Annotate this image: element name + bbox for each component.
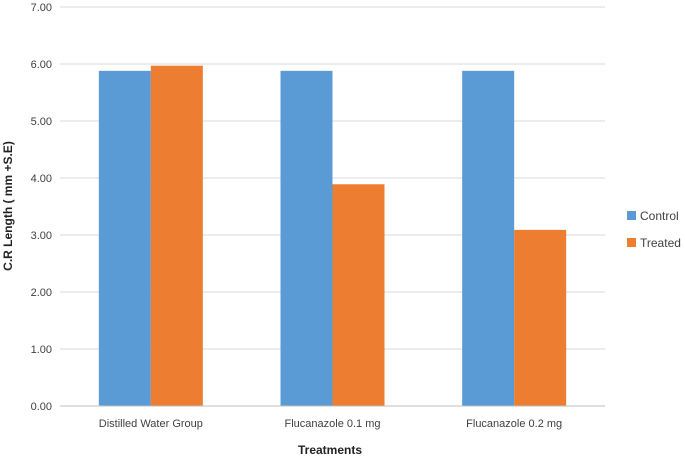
x-axis-label: Treatments — [298, 443, 362, 457]
bars — [98, 65, 567, 407]
legend-swatch — [627, 211, 636, 220]
legend-label: Control — [640, 209, 679, 223]
x-tick-label: Flucanazole 0.2 mg — [466, 418, 562, 430]
legend: Control Treated — [627, 209, 681, 250]
y-axis-ticks: 0.00 1.00 2.00 3.00 4.00 5.00 6.00 7.00 — [31, 2, 52, 413]
y-tick-label: 6.00 — [31, 59, 52, 71]
y-axis-label: C.R Length ( mm +S.E) — [1, 141, 15, 271]
y-tick-label: 5.00 — [31, 116, 52, 128]
y-tick-label: 7.00 — [31, 2, 52, 14]
y-tick-label: 4.00 — [31, 173, 52, 185]
y-tick-label: 2.00 — [31, 287, 52, 299]
bar-control — [280, 70, 333, 406]
x-axis-ticks: Distilled Water Group Flucanazole 0.1 mg F… — [99, 418, 562, 430]
bar-treated — [514, 229, 567, 406]
y-tick-label: 3.00 — [31, 230, 52, 242]
bar-control — [98, 70, 151, 406]
legend-swatch — [627, 238, 636, 247]
y-tick-label: 0.00 — [31, 401, 52, 413]
x-tick-label: Flucanazole 0.1 mg — [285, 418, 381, 430]
bar-treated — [332, 184, 385, 406]
bar-treated — [150, 65, 203, 407]
y-tick-label: 1.00 — [31, 344, 52, 356]
bar-control — [462, 70, 515, 406]
legend-label: Treated — [640, 236, 681, 250]
x-tick-label: Distilled Water Group — [99, 418, 203, 430]
